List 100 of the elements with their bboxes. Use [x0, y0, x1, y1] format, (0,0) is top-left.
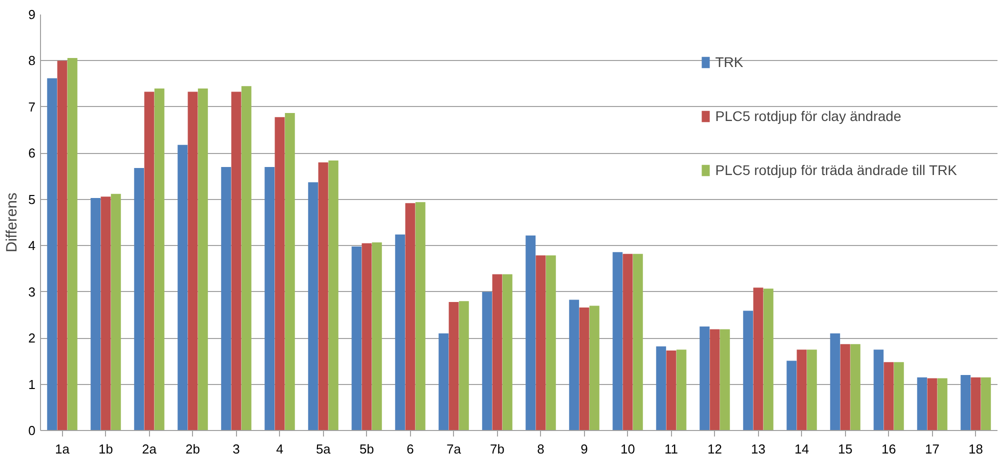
- bar: [415, 202, 426, 430]
- y-tick-label: 8: [28, 53, 36, 68]
- bar: [134, 168, 144, 430]
- bar: [579, 308, 590, 430]
- y-tick-label: 3: [28, 284, 36, 300]
- x-tick-label: 5b: [360, 442, 374, 456]
- bar: [231, 92, 242, 430]
- bar: [482, 292, 492, 430]
- x-tick-label: 5a: [316, 442, 332, 456]
- bar: [796, 350, 807, 430]
- bar: [676, 350, 686, 430]
- bar: [622, 254, 633, 430]
- bar: [656, 346, 666, 430]
- bar: [328, 160, 338, 430]
- x-tick-label: 2a: [142, 442, 158, 456]
- bar: [840, 344, 850, 430]
- bar: [786, 360, 797, 430]
- bar: [492, 274, 502, 430]
- bar: [700, 326, 710, 430]
- bar: [352, 246, 362, 430]
- legend-label: TRK: [715, 54, 744, 70]
- bar: [144, 92, 154, 430]
- y-tick-label: 0: [28, 423, 36, 438]
- bar: [894, 362, 904, 430]
- bar: [448, 302, 459, 430]
- bar: [546, 255, 556, 430]
- bar: [830, 333, 840, 430]
- bar: [395, 234, 406, 430]
- bar: [274, 117, 285, 430]
- y-tick-label: 5: [28, 192, 36, 207]
- bar: [90, 198, 101, 430]
- x-tick-label: 16: [882, 442, 896, 456]
- x-tick-label: 3: [232, 442, 240, 456]
- x-tick-label: 6: [406, 442, 414, 456]
- bar: [188, 92, 198, 430]
- y-tick-label: 9: [28, 7, 36, 22]
- x-tick-label: 2b: [186, 442, 200, 456]
- bar: [917, 377, 928, 430]
- x-tick-label: 4: [276, 442, 284, 456]
- x-tick-label: 1b: [98, 442, 113, 456]
- x-tick-label: 7b: [490, 442, 504, 456]
- bar: [927, 378, 938, 430]
- bar: [308, 182, 318, 430]
- bar: [960, 375, 971, 430]
- bar: [67, 58, 78, 430]
- bar: [405, 203, 416, 430]
- y-tick-label: 6: [28, 146, 36, 161]
- bar: [884, 362, 894, 430]
- y-tick-label: 4: [28, 238, 36, 254]
- bar: [264, 167, 275, 430]
- legend-label: PLC5 rotdjup för clay ändrade: [715, 108, 902, 124]
- bar: [763, 288, 774, 430]
- x-tick-label: 11: [664, 442, 678, 456]
- bar: [753, 288, 764, 430]
- bar: [980, 377, 991, 430]
- y-tick-label: 7: [28, 99, 36, 114]
- x-tick-label: 12: [708, 442, 722, 456]
- x-tick-label: 9: [580, 442, 588, 456]
- bar: [612, 252, 623, 430]
- y-tick-label: 2: [28, 330, 36, 346]
- bar: [743, 310, 754, 430]
- bar: [241, 86, 252, 430]
- bar: [110, 194, 121, 430]
- x-tick-label: 7a: [446, 442, 462, 456]
- bar: [569, 300, 580, 430]
- bar: [284, 112, 295, 430]
- x-tick-label: 8: [537, 442, 544, 456]
- bar: [458, 301, 469, 430]
- x-tick-label: 14: [794, 442, 809, 456]
- y-axis-title: Differens: [3, 192, 20, 252]
- bar: [850, 344, 860, 430]
- bar: [221, 167, 232, 430]
- bar: [526, 235, 536, 430]
- bar: [937, 378, 948, 430]
- x-tick-label: 15: [838, 442, 852, 456]
- bar: [198, 88, 208, 430]
- bar: [720, 329, 730, 430]
- bar: [372, 242, 382, 430]
- x-tick-label: 13: [751, 442, 766, 456]
- bar: [536, 255, 546, 430]
- bar: [318, 162, 328, 430]
- bar: [154, 88, 164, 430]
- bar: [874, 350, 884, 430]
- bar: [806, 350, 817, 430]
- bar: [710, 329, 720, 430]
- bar: [970, 377, 981, 430]
- x-tick-label: 17: [925, 442, 940, 456]
- bar: [362, 243, 372, 430]
- bar: [57, 60, 68, 430]
- bar: [47, 78, 58, 430]
- bar: [438, 333, 449, 430]
- x-tick-label: 1a: [55, 442, 70, 456]
- x-tick-label: 10: [620, 442, 635, 456]
- bar: [632, 254, 643, 430]
- bar: [502, 274, 512, 430]
- bar: [589, 306, 600, 430]
- x-tick-label: 18: [968, 442, 983, 456]
- bar: [178, 144, 188, 430]
- bar: [666, 350, 676, 430]
- y-tick-label: 1: [28, 376, 36, 392]
